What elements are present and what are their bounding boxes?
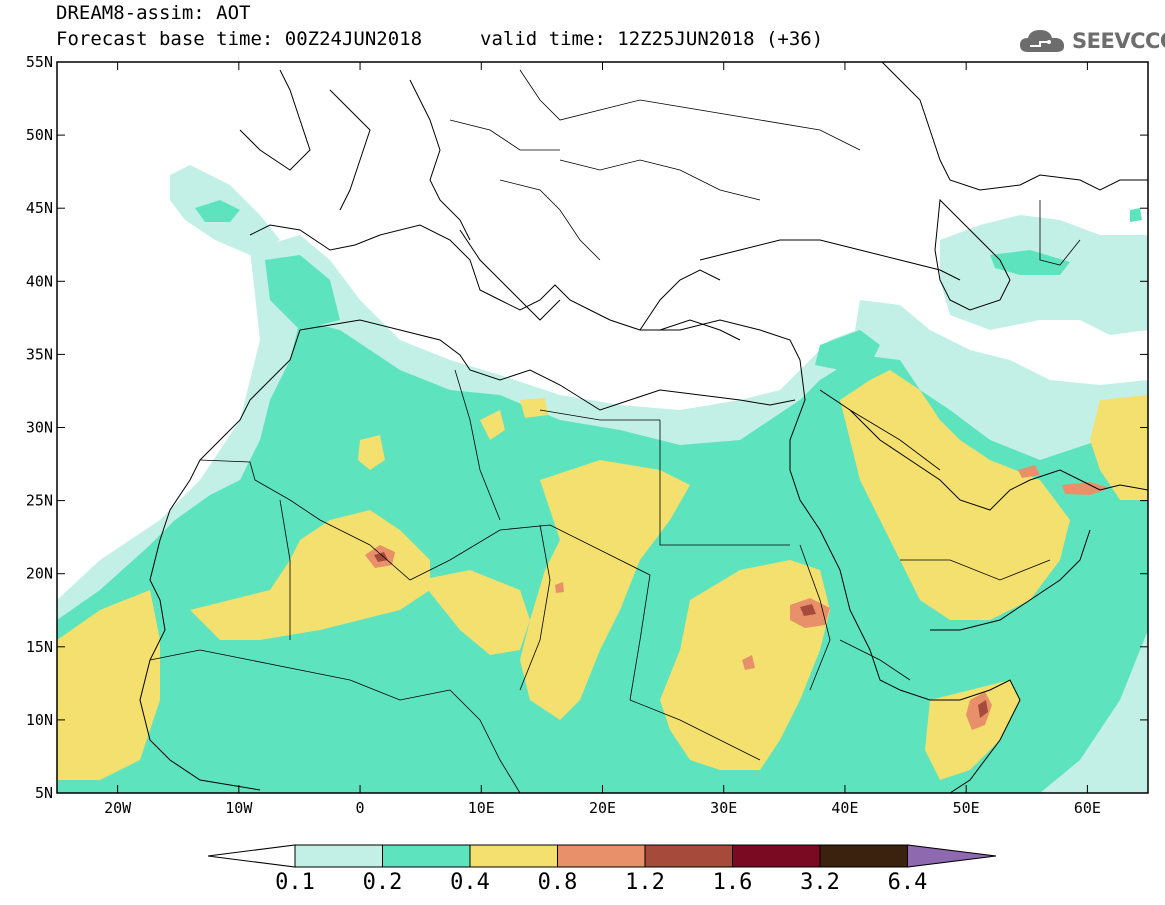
colorbar-low-extend <box>207 844 296 868</box>
colorbar-label: 1.6 <box>712 870 753 895</box>
colorbar-segment <box>644 844 733 868</box>
latitude-axis: 55N 50N 45N 40N 35N 30N 25N 20N 15N 10N 5N <box>26 53 1148 802</box>
cloud-icon <box>1020 30 1065 52</box>
colorbar-label: 0.1 <box>275 870 315 895</box>
lat-tick-label: 15N <box>26 638 53 656</box>
longitude-axis: 20W 10W 0 10E 20E 30E 40E 50E 60E <box>104 62 1101 817</box>
lat-tick-label: 50N <box>26 126 53 144</box>
forecast-base-time: Forecast base time: 00Z24JUN2018 <box>56 28 423 50</box>
lon-tick-label: 60E <box>1074 799 1101 817</box>
seevccc-logo: SEEVCCC <box>1018 24 1165 58</box>
lat-tick-label: 55N <box>26 53 53 71</box>
lat-tick-label: 5N <box>35 784 53 802</box>
lat-tick-label: 20N <box>26 565 53 583</box>
lat-tick-label: 10N <box>26 711 53 729</box>
colorbar-segment <box>732 844 821 868</box>
colorbar-label: 0.2 <box>362 870 403 895</box>
aot-contour-1.2 <box>374 552 988 718</box>
lat-tick-label: 25N <box>26 492 53 510</box>
lat-tick-label: 35N <box>26 345 53 363</box>
lon-tick-label: 40E <box>831 799 858 817</box>
lon-tick-label: 20W <box>104 799 132 817</box>
lon-tick-label: 0 <box>356 799 365 817</box>
lat-tick-label: 30N <box>26 419 53 437</box>
coastlines <box>139 62 1148 793</box>
colorbar-segment <box>557 844 646 868</box>
colorbar-label: 6.4 <box>887 870 928 895</box>
aot-field <box>57 165 1148 793</box>
colorbar-label: 0.4 <box>450 870 490 895</box>
map-title: DREAM8-assim: AOT <box>56 2 251 24</box>
lon-tick-label: 10W <box>225 799 253 817</box>
colorbar <box>207 844 997 868</box>
valid-time: valid time: 12Z25JUN2018 (+36) <box>480 28 824 50</box>
logo-text: SEEVCCC <box>1072 29 1165 53</box>
colorbar-label: 0.8 <box>537 870 578 895</box>
colorbar-segment <box>382 844 471 868</box>
colorbar-high-extend <box>907 844 997 868</box>
colorbar-segment <box>294 844 383 868</box>
colorbar-label: 1.2 <box>625 870 665 895</box>
colorbar-label: 3.2 <box>800 870 840 895</box>
colorbar-segment <box>469 844 558 868</box>
lon-tick-label: 30E <box>710 799 737 817</box>
colorbar-segment <box>819 844 908 868</box>
lon-tick-label: 20E <box>589 799 616 817</box>
country-borders <box>149 69 1081 793</box>
lat-tick-label: 45N <box>26 199 53 217</box>
lon-tick-label: 50E <box>953 799 980 817</box>
lat-tick-label: 40N <box>26 272 53 290</box>
lon-tick-label: 10E <box>468 799 495 817</box>
